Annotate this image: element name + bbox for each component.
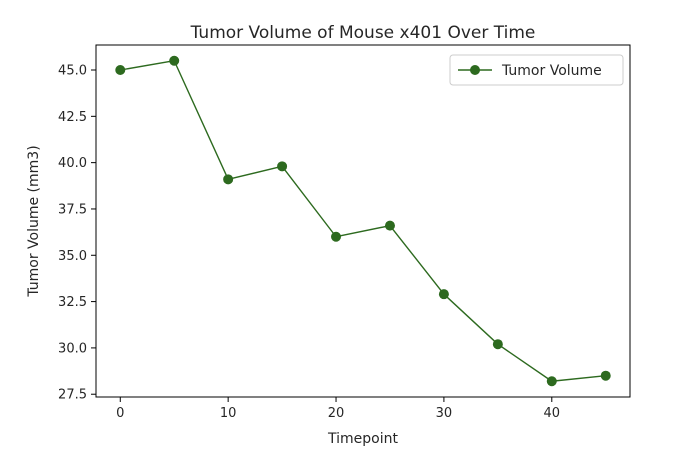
x-tick-label: 10	[220, 406, 237, 421]
x-tick-label: 40	[544, 406, 561, 421]
data-point	[169, 55, 180, 66]
data-point	[115, 65, 126, 76]
series-line	[120, 60, 606, 382]
x-axis-label: Timepoint	[327, 431, 398, 447]
legend-label: Tumor Volume	[501, 63, 602, 79]
y-tick-label: 40.0	[58, 156, 87, 171]
data-point	[277, 161, 288, 172]
x-tick-label: 20	[328, 406, 345, 421]
y-tick-label: 42.5	[58, 110, 87, 125]
plot-frame	[95, 44, 631, 398]
data-point	[438, 289, 449, 300]
legend-box	[449, 54, 624, 86]
y-tick-label: 35.0	[58, 249, 87, 264]
legend: Tumor Volume	[449, 54, 624, 86]
y-tick-label: 37.5	[58, 202, 87, 217]
legend-marker-sample	[470, 65, 480, 75]
data-point	[600, 370, 611, 381]
x-tick-label: 30	[436, 406, 453, 421]
data-point	[223, 174, 234, 185]
y-tick-label: 32.5	[58, 295, 87, 310]
series-group	[115, 55, 611, 387]
data-point	[546, 376, 557, 387]
data-point	[384, 220, 395, 231]
x-tick-label: 0	[116, 406, 124, 421]
y-tick-label: 27.5	[58, 388, 87, 403]
y-axis: 27.5 30.0 32.5 35.0 37.5 40.0 42.5 45.0	[58, 64, 96, 403]
chart-title: Tumor Volume of Mouse x401 Over Time	[190, 23, 536, 43]
x-axis: 0 10 20 30 40	[116, 397, 560, 421]
y-tick-label: 30.0	[58, 341, 87, 356]
y-axis-label: Tumor Volume (mm3)	[26, 145, 42, 297]
chart-area: Tumor Volume of Mouse x401 Over Time 0 10…	[26, 23, 631, 447]
data-point	[331, 231, 342, 242]
y-tick-label: 45.0	[58, 64, 87, 79]
data-point	[492, 339, 503, 350]
